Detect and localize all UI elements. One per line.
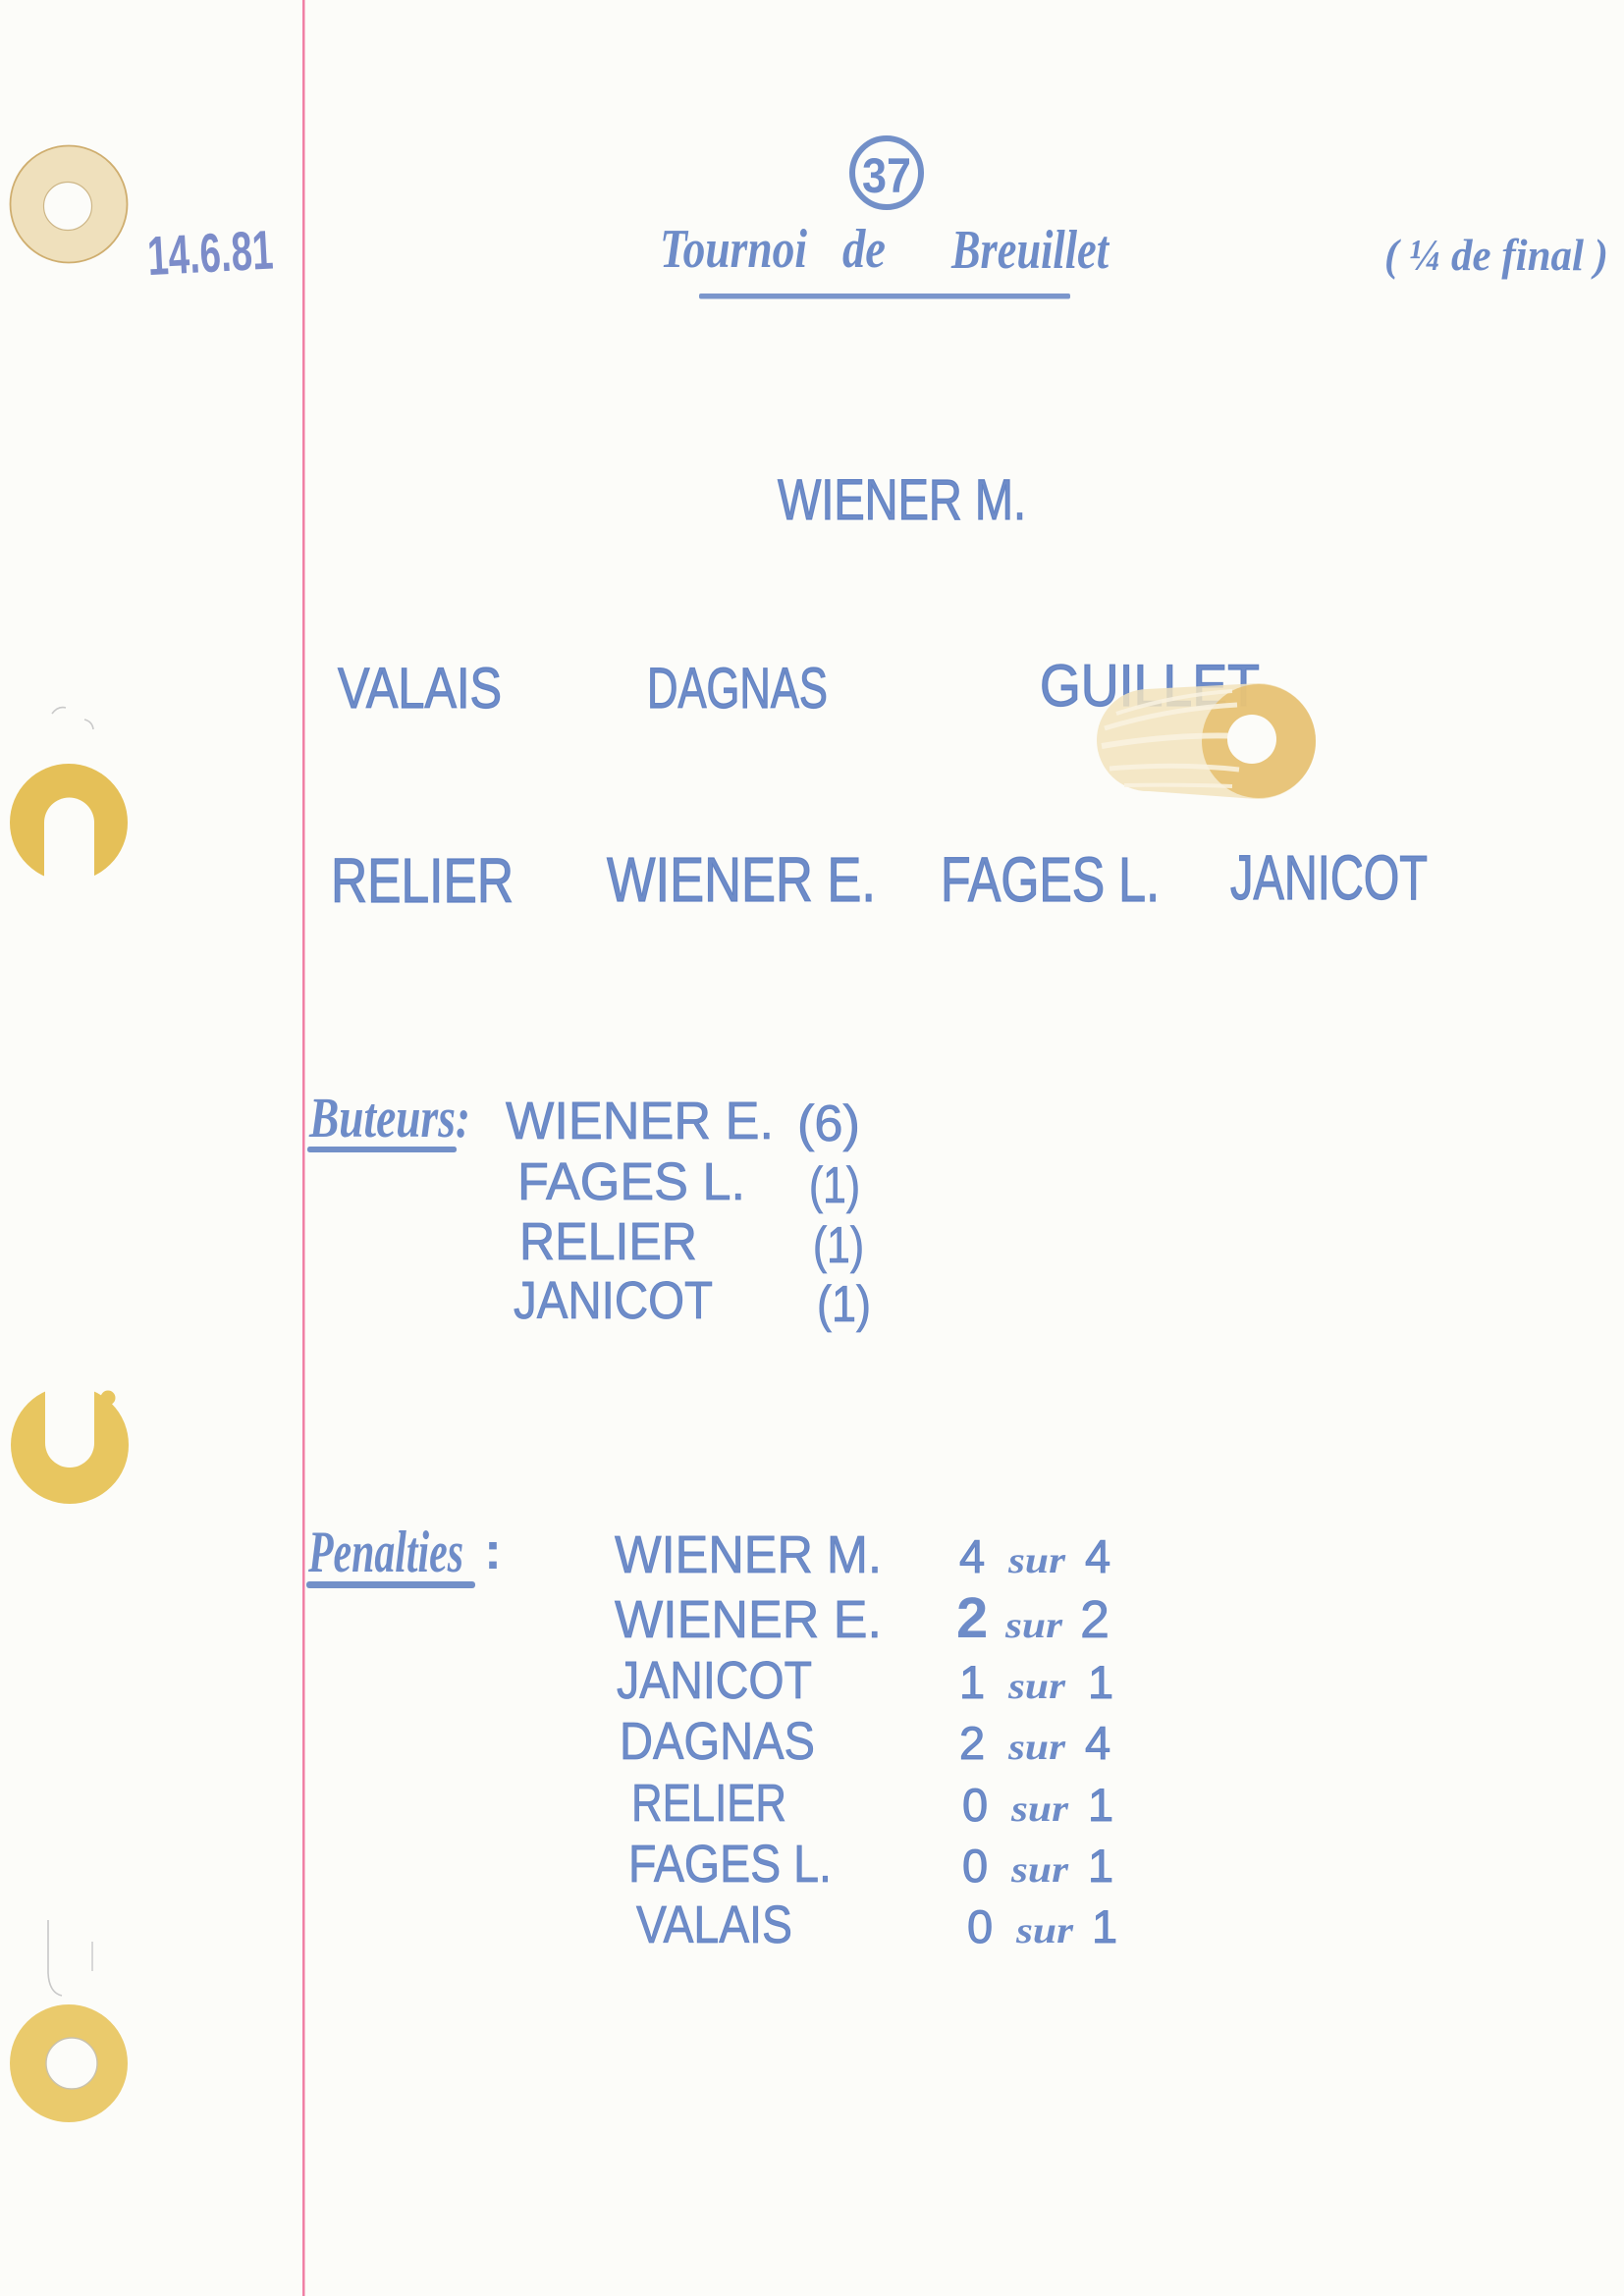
svg-text:( ¼ de final ): ( ¼ de final ) bbox=[1384, 230, 1608, 280]
svg-text:WIENER E.: WIENER E. bbox=[506, 1092, 774, 1150]
svg-text:4: 4 bbox=[1085, 1717, 1110, 1769]
svg-text:1: 1 bbox=[1088, 1779, 1113, 1831]
svg-text:Buteurs:: Buteurs: bbox=[308, 1086, 470, 1149]
svg-text:37: 37 bbox=[862, 148, 911, 203]
svg-text:Tournoi: Tournoi bbox=[660, 219, 807, 280]
svg-text:FAGES L.: FAGES L. bbox=[941, 844, 1160, 915]
svg-text:2: 2 bbox=[956, 1586, 988, 1650]
svg-text:RELIER: RELIER bbox=[519, 1212, 697, 1271]
svg-text:WIENER E.: WIENER E. bbox=[607, 844, 876, 915]
svg-text:1: 1 bbox=[1088, 1840, 1113, 1892]
svg-text:FAGES L.: FAGES L. bbox=[628, 1835, 832, 1894]
svg-text:sur: sur bbox=[1004, 1605, 1064, 1646]
svg-text:sur: sur bbox=[1007, 1666, 1067, 1707]
svg-text:JANICOT: JANICOT bbox=[514, 1271, 713, 1330]
svg-text:sur: sur bbox=[1010, 1849, 1070, 1891]
svg-text:4: 4 bbox=[1085, 1530, 1110, 1582]
svg-text:(1): (1) bbox=[813, 1217, 864, 1274]
svg-text:VALAIS: VALAIS bbox=[338, 657, 502, 721]
svg-text:0: 0 bbox=[967, 1900, 993, 1952]
svg-text:1: 1 bbox=[1092, 1900, 1117, 1952]
svg-text:DAGNAS: DAGNAS bbox=[647, 657, 828, 721]
svg-text:DAGNAS: DAGNAS bbox=[620, 1712, 815, 1771]
svg-text:sur: sur bbox=[1015, 1910, 1075, 1951]
svg-text:RELIER: RELIER bbox=[331, 845, 514, 916]
svg-text:14.6.81: 14.6.81 bbox=[146, 218, 275, 287]
svg-text:WIENER M.: WIENER M. bbox=[615, 1525, 882, 1584]
svg-text:(1): (1) bbox=[809, 1157, 860, 1214]
svg-text:(1): (1) bbox=[817, 1276, 871, 1333]
svg-text:sur: sur bbox=[1007, 1540, 1067, 1581]
svg-text:sur: sur bbox=[1010, 1789, 1070, 1830]
svg-text:JANICOT: JANICOT bbox=[1230, 842, 1428, 913]
svg-text:4: 4 bbox=[959, 1530, 985, 1582]
svg-text:de: de bbox=[842, 219, 886, 280]
svg-text:WIENER E.: WIENER E. bbox=[615, 1590, 882, 1649]
svg-text:RELIER: RELIER bbox=[631, 1774, 786, 1833]
svg-text:2: 2 bbox=[959, 1717, 985, 1769]
svg-text:sur: sur bbox=[1007, 1727, 1067, 1768]
svg-text:0: 0 bbox=[962, 1840, 988, 1892]
svg-text::: : bbox=[484, 1522, 502, 1580]
svg-text:JANICOT: JANICOT bbox=[617, 1651, 812, 1710]
svg-text:Breuillet: Breuillet bbox=[950, 220, 1110, 281]
svg-text:WIENER M.: WIENER M. bbox=[778, 468, 1026, 532]
svg-text:2: 2 bbox=[1080, 1590, 1110, 1649]
svg-text:1: 1 bbox=[1088, 1656, 1113, 1708]
svg-text:0: 0 bbox=[962, 1779, 988, 1831]
svg-text:1: 1 bbox=[959, 1656, 985, 1708]
svg-text:FAGES L.: FAGES L. bbox=[517, 1152, 745, 1211]
svg-text:VALAIS: VALAIS bbox=[636, 1896, 792, 1954]
svg-text:Penalties: Penalties bbox=[307, 1520, 463, 1584]
svg-text:(6): (6) bbox=[797, 1095, 860, 1152]
